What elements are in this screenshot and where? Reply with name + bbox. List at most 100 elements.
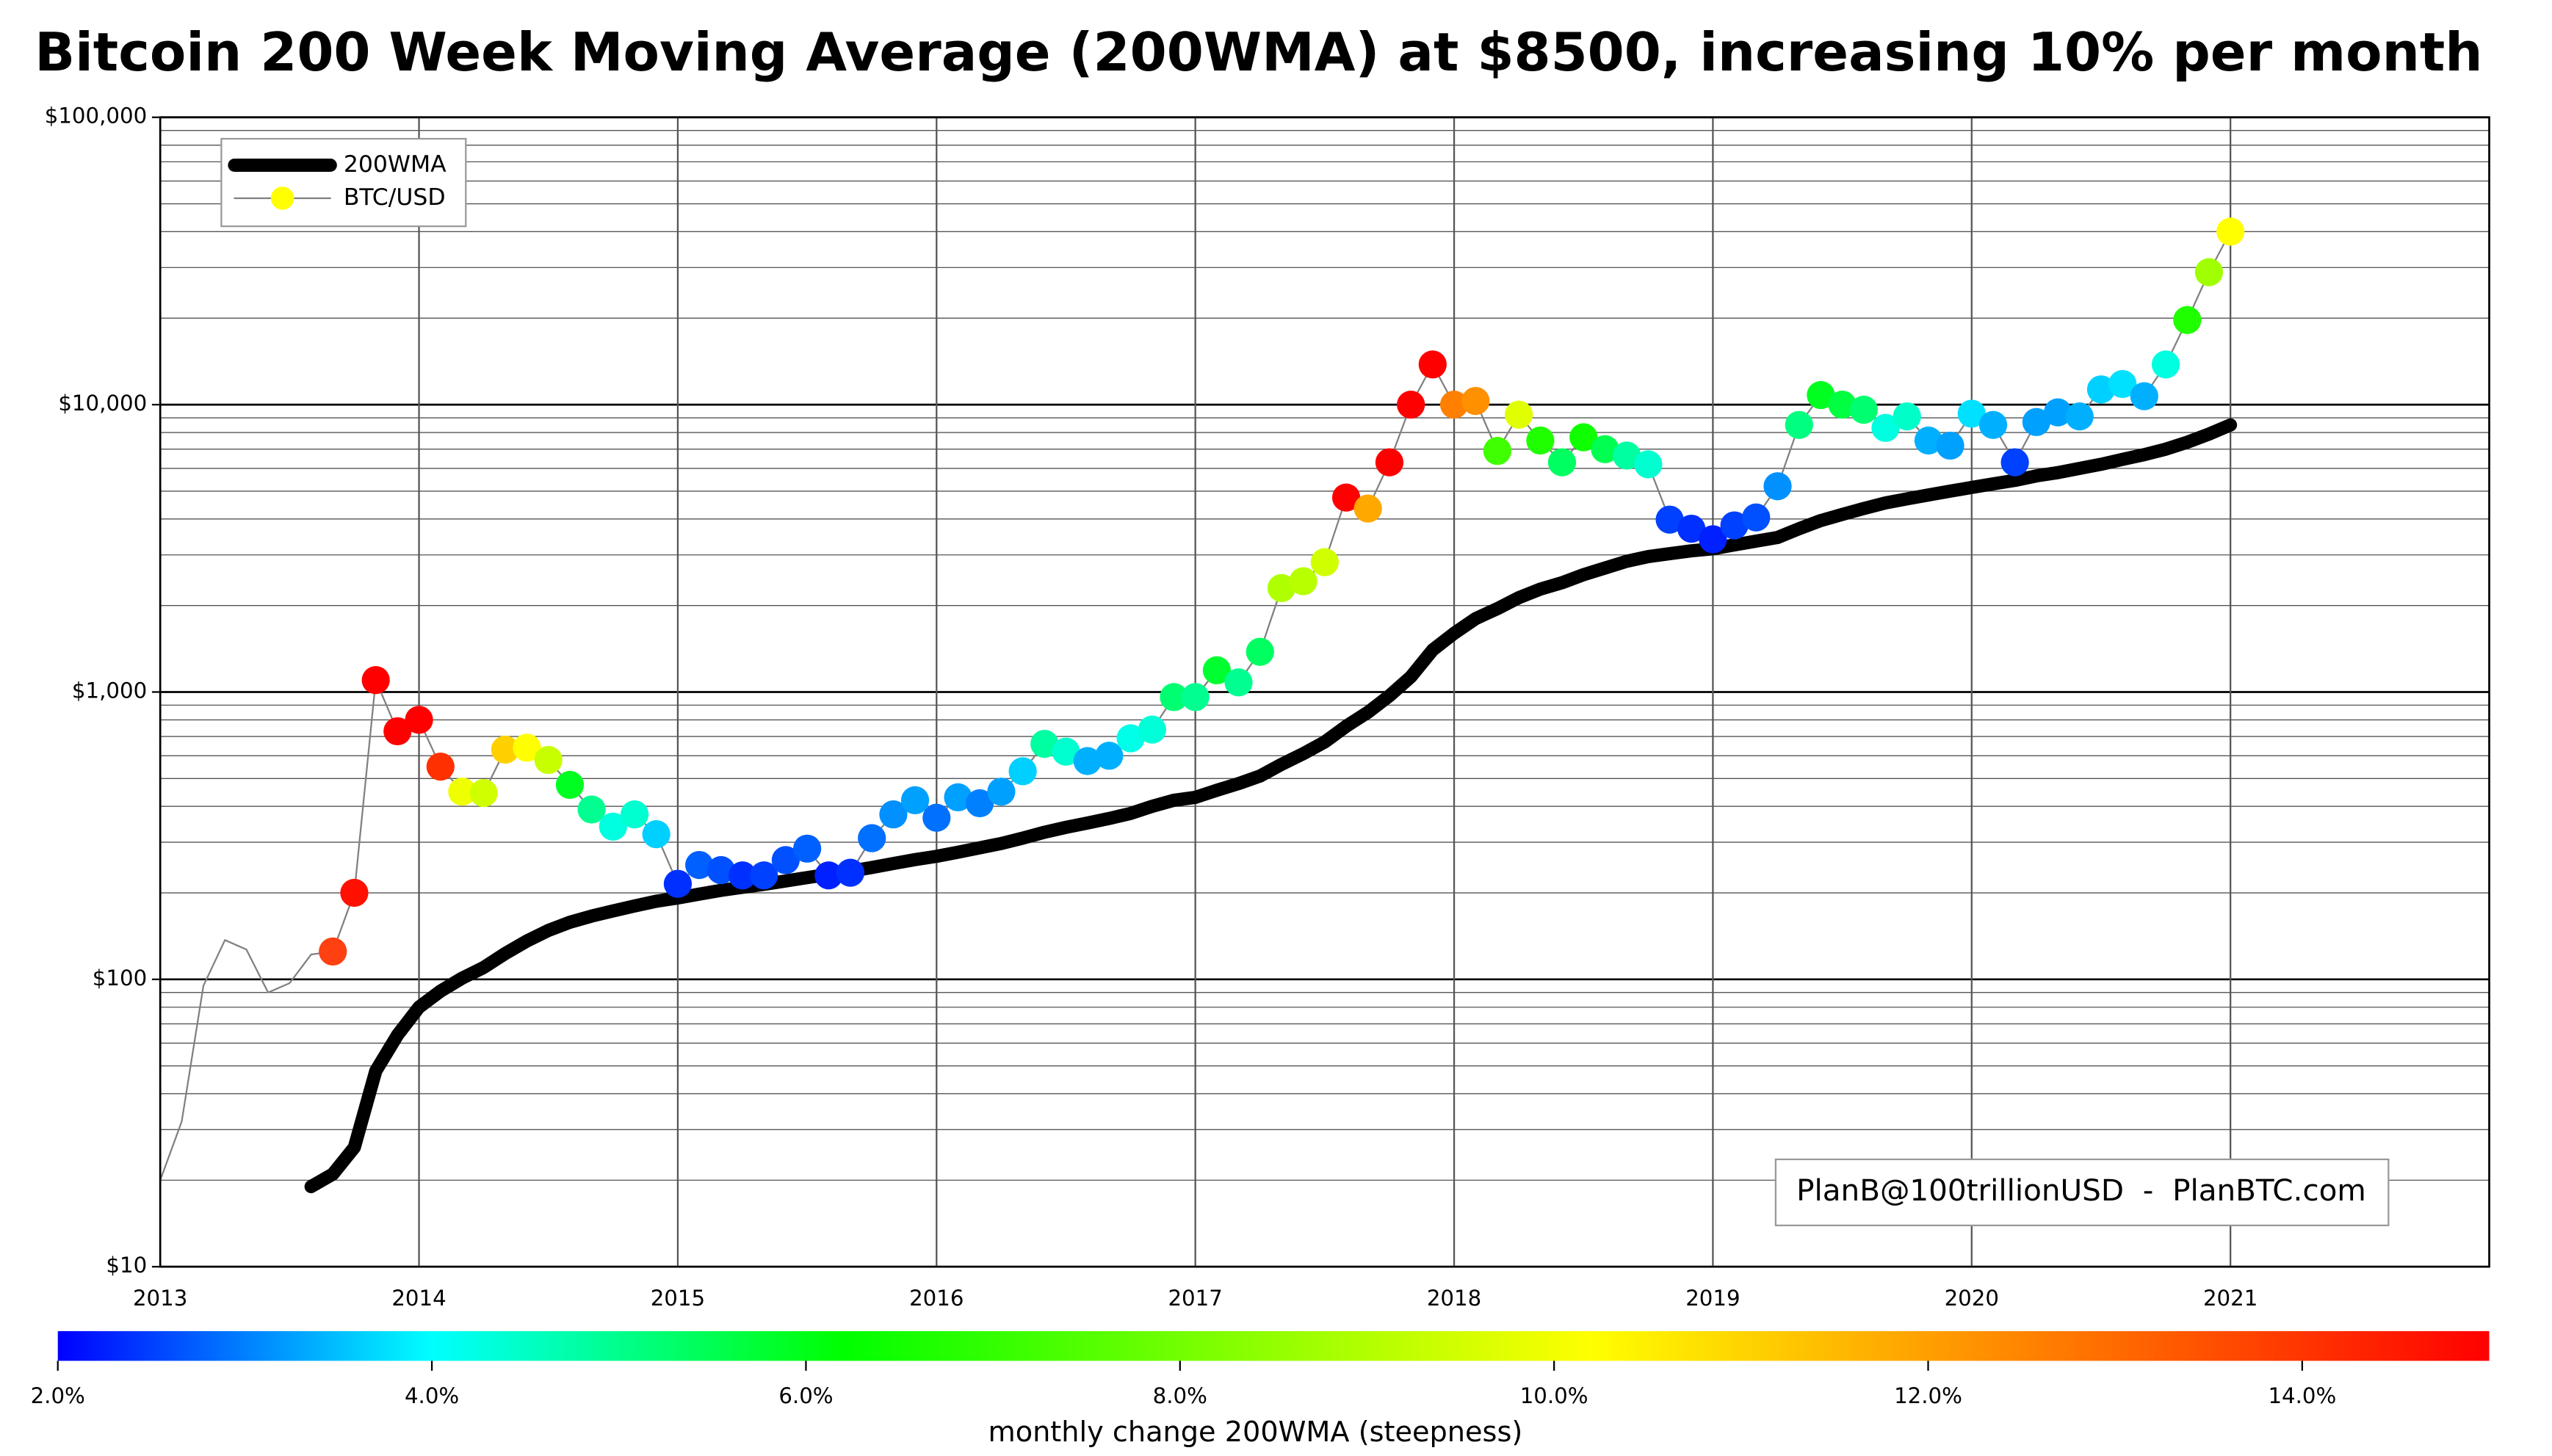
data-point — [1224, 668, 1253, 697]
colorbar-tick-label: 12.0% — [1894, 1383, 1962, 1408]
data-point — [1397, 390, 1425, 419]
y-tick-label: $10,000 — [58, 391, 147, 416]
data-point — [2151, 350, 2180, 379]
data-point — [2194, 258, 2224, 286]
data-point — [1310, 548, 1339, 576]
data-point — [2108, 369, 2137, 399]
data-point — [2000, 448, 2029, 477]
colorbar-tick-label: 14.0% — [2268, 1383, 2336, 1408]
data-point — [2130, 382, 2158, 410]
data-point — [1763, 472, 1792, 501]
data-point — [469, 778, 498, 808]
data-point — [750, 861, 778, 890]
data-point — [987, 778, 1016, 806]
data-point — [1849, 395, 1878, 424]
y-tick-label: $100,000 — [45, 104, 147, 128]
data-point — [340, 878, 369, 908]
x-tick-label: 2020 — [1945, 1286, 1999, 1311]
colorbar-tick-label: 8.0% — [1153, 1383, 1207, 1408]
x-tick-label: 2018 — [1427, 1286, 1481, 1311]
data-point — [858, 824, 886, 852]
colorbar — [57, 1330, 2490, 1361]
data-point — [1331, 483, 1361, 512]
data-point — [2065, 402, 2094, 431]
data-point — [1095, 742, 1124, 770]
data-point — [1742, 503, 1771, 532]
data-point — [1720, 511, 1749, 540]
y-tick-label: $100 — [93, 966, 147, 990]
annotation-box — [1774, 1158, 2390, 1227]
data-point — [620, 800, 649, 829]
data-point — [491, 735, 520, 764]
data-point — [1505, 400, 1533, 429]
plot-frame — [159, 116, 2490, 1268]
data-point — [1699, 525, 1727, 554]
data-point — [405, 706, 433, 734]
legend-marker — [270, 186, 294, 210]
data-point — [555, 770, 585, 800]
data-point — [426, 752, 455, 781]
data-point — [1591, 435, 1619, 463]
data-point — [448, 778, 477, 806]
data-point — [900, 786, 930, 815]
x-tick-label: 2016 — [909, 1286, 964, 1311]
data-point — [1267, 573, 1296, 603]
data-point — [1289, 567, 1317, 595]
legend-box — [220, 137, 467, 228]
data-point — [663, 869, 693, 898]
data-point — [1634, 450, 1663, 479]
data-point — [2173, 305, 2202, 334]
colorbar-tick-label: 6.0% — [778, 1383, 833, 1408]
data-point — [1828, 390, 1857, 419]
data-point — [2216, 217, 2245, 246]
data-point — [1914, 426, 1943, 455]
data-point — [1526, 426, 1555, 455]
chart-title: Bitcoin 200 Week Moving Average (200WMA)… — [35, 21, 2482, 83]
x-tick-label: 2017 — [1168, 1286, 1222, 1311]
legend-label: BTC/USD — [344, 184, 446, 211]
data-point — [792, 834, 822, 863]
data-point — [1655, 505, 1684, 534]
series-line — [304, 418, 2238, 1194]
data-point — [1569, 423, 1598, 452]
x-tick-label: 2014 — [391, 1286, 446, 1311]
data-point — [1246, 637, 1274, 666]
data-point — [1612, 441, 1641, 470]
data-point — [383, 717, 412, 746]
colorbar-label: monthly change 200WMA (steepness) — [988, 1416, 1522, 1449]
y-tick-label: $1,000 — [72, 678, 147, 703]
data-point — [1418, 350, 1447, 379]
data-point — [685, 850, 714, 880]
data-point — [2086, 375, 2116, 404]
x-tick-label: 2013 — [133, 1286, 187, 1311]
data-point — [879, 800, 908, 829]
data-point — [577, 795, 606, 824]
data-point — [1957, 399, 1986, 428]
data-point — [1978, 410, 2008, 439]
data-point — [728, 861, 757, 890]
data-point — [1181, 683, 1210, 711]
data-point — [814, 861, 843, 890]
data-point — [1375, 448, 1404, 477]
data-point — [513, 734, 541, 762]
data-point — [1353, 494, 1382, 523]
data-point — [1160, 683, 1188, 711]
data-point — [2022, 408, 2050, 436]
data-point — [599, 812, 627, 841]
data-point — [1030, 729, 1059, 758]
data-point — [1052, 737, 1080, 766]
colorbar-tick-label: 10.0% — [1520, 1383, 1588, 1408]
data-point — [1008, 757, 1037, 786]
data-point — [771, 846, 800, 874]
colorbar-tick-label: 2.0% — [31, 1383, 85, 1408]
x-tick-label: 2021 — [2203, 1286, 2258, 1311]
data-point — [1871, 413, 1900, 442]
data-point — [1893, 402, 1921, 431]
data-point — [361, 666, 390, 695]
x-tick-label: 2019 — [1685, 1286, 1740, 1311]
data-point — [319, 937, 347, 966]
data-point — [836, 858, 865, 887]
data-point — [1439, 390, 1469, 419]
data-point — [642, 820, 670, 849]
